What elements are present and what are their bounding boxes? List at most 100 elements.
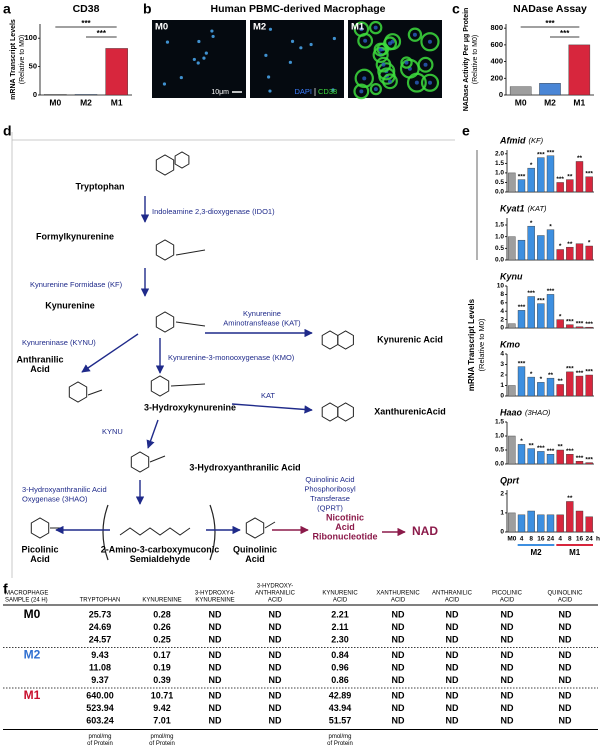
unit-label: of Protein bbox=[327, 741, 353, 747]
significance-label: *** bbox=[547, 288, 555, 295]
significance-label: * bbox=[549, 223, 552, 230]
table-cell: ND bbox=[446, 650, 459, 660]
table-cell: 24.69 bbox=[89, 622, 112, 632]
nucleus-stain bbox=[202, 56, 206, 60]
bar bbox=[566, 454, 574, 465]
unit-label: pmol/mg bbox=[150, 734, 173, 740]
y-axis-label: NADase Activity Per μg Protein bbox=[463, 8, 470, 112]
y-tick-label: 800 bbox=[490, 23, 503, 32]
y-tick-label: 0 bbox=[500, 393, 504, 400]
product-label: Nicotinic bbox=[326, 512, 364, 522]
compound-label: Acid bbox=[30, 554, 50, 564]
compound-label: Acid bbox=[245, 554, 265, 564]
table-cell: ND bbox=[501, 703, 514, 713]
x-tick-label: M2 bbox=[544, 97, 556, 107]
table-cell: ND bbox=[446, 675, 459, 685]
bar bbox=[508, 236, 516, 261]
table-cell: ND bbox=[209, 609, 222, 619]
significance-label: ** bbox=[558, 378, 564, 385]
y-tick-label: 1.0 bbox=[495, 433, 504, 440]
table-cell: ND bbox=[269, 650, 282, 660]
sample-label: M1 bbox=[24, 688, 41, 702]
x-unit-label: h bbox=[596, 536, 600, 543]
enzyme-label: Kynurenine Formidase (KF) bbox=[30, 280, 123, 289]
y-tick-label: 2.0 bbox=[495, 151, 504, 158]
chemical-bond bbox=[170, 383, 206, 387]
x-tick-label: M1 bbox=[573, 97, 585, 107]
bar bbox=[508, 385, 516, 397]
image-label: M0 bbox=[155, 22, 168, 33]
bar bbox=[509, 86, 532, 96]
bar bbox=[508, 435, 516, 465]
cell-stain bbox=[382, 36, 398, 51]
microscopy-image bbox=[152, 20, 246, 98]
table-cell: ND bbox=[559, 634, 572, 644]
y-axis-label-note: (Relative to M0) bbox=[19, 35, 26, 84]
enzyme-label: Oxygenase (3HAO) bbox=[22, 494, 88, 503]
significance-label: *** bbox=[545, 19, 555, 28]
cell-stain bbox=[373, 42, 388, 57]
table-cell: 2.30 bbox=[331, 634, 349, 644]
nucleus-stain bbox=[373, 25, 378, 30]
table-cell: ND bbox=[392, 622, 405, 632]
nucleus-stain bbox=[192, 57, 196, 62]
column-header: KYNURENIC bbox=[322, 591, 358, 597]
significance-label: *** bbox=[566, 366, 574, 373]
chart-title: Qprt bbox=[500, 475, 520, 485]
column-header: ANTHRANILIC bbox=[255, 591, 296, 597]
x-tick-label: M0 bbox=[507, 536, 516, 543]
significance-label: *** bbox=[556, 176, 564, 183]
y-tick-label: 400 bbox=[490, 57, 503, 66]
panel-label: b bbox=[143, 1, 152, 17]
nucleus-stain bbox=[423, 62, 428, 67]
cell-stain bbox=[354, 68, 374, 89]
nucleus-stain bbox=[388, 41, 393, 46]
bar bbox=[527, 225, 535, 261]
significance-label: *** bbox=[518, 173, 526, 180]
enzyme-label: Phosphoribosyl bbox=[304, 484, 356, 493]
y-tick-label: 2 bbox=[500, 316, 504, 323]
table-cell: 9.42 bbox=[153, 703, 171, 713]
table-cell: 10.71 bbox=[151, 690, 174, 700]
cell-stain bbox=[382, 73, 398, 90]
bar bbox=[556, 384, 564, 397]
nucleus-stain bbox=[162, 82, 167, 86]
significance-label: *** bbox=[576, 455, 584, 462]
enzyme-label: Kynureninase (KYNU) bbox=[22, 338, 96, 347]
significance-label: *** bbox=[566, 448, 574, 455]
bracket bbox=[102, 504, 216, 561]
nucleus-stain bbox=[299, 46, 303, 50]
cell-stain bbox=[368, 20, 383, 35]
table-cell: 7.01 bbox=[153, 715, 171, 725]
significance-label: *** bbox=[585, 170, 593, 177]
x-tick-label: M0 bbox=[49, 97, 61, 107]
table-cell: 43.94 bbox=[329, 703, 352, 713]
table-cell: ND bbox=[446, 622, 459, 632]
chemical-bond bbox=[175, 321, 206, 327]
chart-title: Kmo bbox=[500, 339, 521, 349]
bar bbox=[546, 155, 555, 193]
y-tick-label: 6 bbox=[500, 300, 504, 307]
chemical-ring bbox=[150, 375, 170, 397]
bar bbox=[537, 451, 545, 465]
y-tick-label: 0.5 bbox=[495, 447, 504, 454]
column-header: 3-HYDROXY4- bbox=[195, 591, 235, 597]
bar bbox=[537, 514, 545, 533]
chemical-ring bbox=[174, 151, 190, 169]
nucleus-stain bbox=[332, 36, 336, 41]
enzyme-label: KYNU bbox=[102, 427, 123, 436]
nucleus-stain bbox=[428, 80, 433, 85]
significance-label: *** bbox=[576, 320, 584, 327]
nucleus-stain bbox=[363, 38, 368, 43]
compound-label: Kynurenic Acid bbox=[377, 334, 443, 344]
product-label: Acid bbox=[335, 522, 355, 532]
significance-label: *** bbox=[537, 297, 545, 304]
compound-label: 3-Hydroxykynurenine bbox=[144, 402, 236, 412]
table-cell: ND bbox=[392, 609, 405, 619]
table-cell: ND bbox=[392, 715, 405, 725]
bar bbox=[566, 501, 574, 533]
bar bbox=[44, 94, 67, 96]
table-cell: ND bbox=[269, 675, 282, 685]
bar bbox=[546, 377, 555, 397]
significance-label: *** bbox=[576, 370, 584, 377]
